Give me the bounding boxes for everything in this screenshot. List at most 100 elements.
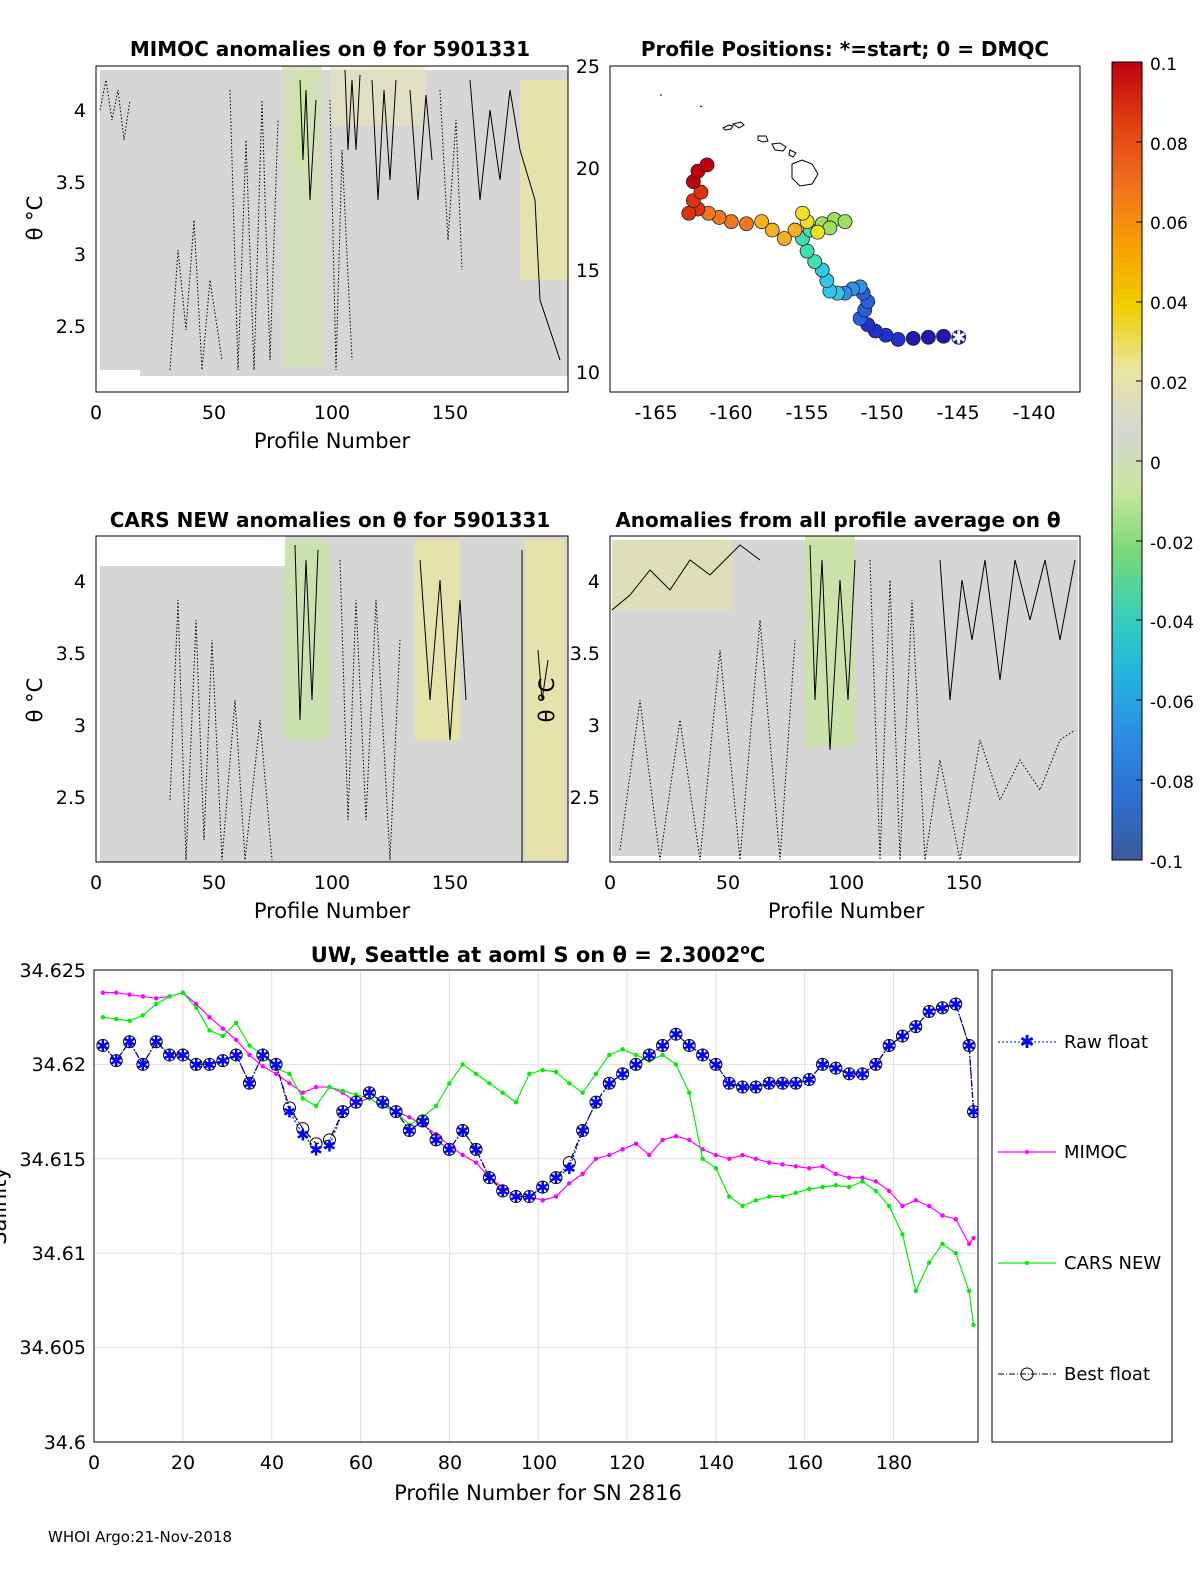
average-ylabel: θ °C: [535, 678, 559, 723]
track-point: [807, 254, 823, 270]
positions-map: ✱: [660, 94, 967, 348]
colorbar-tick: 0.06: [1150, 214, 1188, 234]
best-float-point: [589, 1095, 603, 1109]
cars-new-point: [180, 990, 186, 995]
cars-new-point: [593, 1071, 599, 1077]
cars-new-point: [700, 1156, 705, 1162]
mimoc-xtick: 50: [202, 402, 226, 424]
mimoc-point: [233, 1037, 239, 1043]
best-float-point: [362, 1086, 376, 1100]
mimoc-point: [500, 1184, 505, 1190]
legend-item-mimoc: MIMOC: [998, 1142, 1127, 1163]
raw-float-point: ✱: [967, 1103, 980, 1122]
best-float-point: [736, 1080, 750, 1094]
average-xtick: 150: [946, 872, 982, 894]
best-float-point: [149, 1035, 163, 1049]
mimoc-point: [860, 1175, 865, 1180]
raw-float-point: ✱: [802, 1071, 815, 1090]
cars-new-point: [420, 1115, 425, 1120]
mimoc-point: [260, 1064, 266, 1069]
best-float-point: [576, 1123, 590, 1137]
average-anomaly-panel: Anomalies from all profile average on θ …: [535, 508, 1081, 923]
island-outlines: [660, 94, 819, 187]
mimoc-y-ticks: 4 3.5 3 2.5: [56, 100, 86, 338]
colorbar-bar: [1111, 61, 1143, 861]
best-float-point: [922, 1005, 936, 1019]
track-point: [837, 214, 853, 230]
cars-new-point: [487, 1081, 492, 1086]
colorbar-tick: 0.1: [1150, 55, 1177, 75]
best-float-point: [376, 1095, 390, 1109]
positions-xtick: -145: [936, 402, 979, 424]
cars-new-point: [940, 1241, 945, 1246]
raw-float-point: ✱: [256, 1046, 269, 1065]
mimoc-point: [247, 1052, 252, 1058]
mimoc-point: [647, 1152, 652, 1158]
raw-float-point: ✱: [363, 1084, 376, 1103]
mimoc-point: [140, 994, 146, 999]
best-float-point: [349, 1095, 363, 1109]
salinity-series-group: ✱✱✱✱✱✱ ✱ ✱ ✱ ✱ ✱✱✱ ✱✱✱✱ ✱✱ ✱ ✱ ✱ ✱✱ ✱✱ ✱✱✱✱✱ ✱ ✱ ✱ ✱ ✱✱✱✱ ✱…: [96, 990, 980, 1328]
salinity-title-main: UW, Seattle at aoml S on θ = 2.3002: [311, 943, 740, 967]
cars-new-point: [513, 1099, 519, 1105]
colorbar-ticks: 0.1 0.08 0.06 0.04 0.02 0 -0.02 -0.04 -0…: [1150, 55, 1194, 873]
cars-new-point: [527, 1071, 532, 1077]
legend-item-best-float: Best float: [998, 1364, 1150, 1385]
salinity-ytick: 34.615: [20, 1149, 86, 1171]
legend-mimoc-label: MIMOC: [1064, 1142, 1127, 1163]
legend-item-cars-new: CARS NEW: [998, 1253, 1161, 1274]
cars-new-point: [500, 1090, 505, 1095]
average-xlabel: Profile Number: [768, 899, 925, 923]
positions-xtick: -140: [1012, 402, 1055, 424]
salinity-xtick: 100: [521, 1452, 557, 1474]
positions-ytick: 20: [576, 158, 600, 180]
salinity-panel: UW, Seattle at aoml S on θ = 2.3002oC ✱✱…: [0, 942, 1173, 1505]
best-float-point: [895, 1029, 909, 1043]
cars-anomaly-panel: CARS NEW anomalies on θ for 5901331 0 50…: [23, 508, 569, 923]
salinity-xlabel: Profile Number for SN 2816: [394, 1481, 682, 1505]
mimoc-point: [953, 1217, 958, 1222]
salinity-ylabel: Salinity: [0, 1167, 11, 1245]
cars-new-point: [780, 1194, 785, 1199]
colorbar-tick: 0.04: [1150, 294, 1188, 314]
best-float-point: [469, 1142, 483, 1156]
cars-new-point: [567, 1081, 572, 1086]
cars-new-point: [687, 1090, 692, 1095]
mimoc-point: [793, 1164, 799, 1169]
mimoc-point: [833, 1171, 839, 1177]
cars-new-point: [886, 1203, 892, 1209]
positions-x-ticks: -165 -160 -155 -150 -145 -140: [634, 402, 1055, 424]
track-point: [795, 205, 810, 221]
track-point: [787, 222, 803, 238]
cars-new-point: [793, 1190, 799, 1195]
mimoc-point: [926, 1203, 932, 1209]
mimoc-point: [966, 1241, 972, 1246]
best-float-point: [429, 1133, 443, 1147]
average-heatmap: [611, 536, 1078, 861]
cars-new-point: [713, 1166, 719, 1171]
salinity-xtick: 60: [349, 1452, 373, 1474]
best-float-point: [802, 1073, 816, 1087]
mimoc-point: [873, 1179, 879, 1184]
cars-xtick: 100: [314, 872, 350, 894]
track-point: [951, 329, 967, 345]
cars-new-point: [820, 1184, 825, 1190]
cars-ytick: 3: [74, 715, 86, 737]
mimoc-point: [473, 1160, 479, 1165]
raw-float-point: ✱: [283, 1103, 296, 1122]
best-float-point: [722, 1076, 736, 1090]
salinity-ytick: 34.625: [20, 960, 86, 982]
cars-new-point: [340, 1088, 345, 1094]
mimoc-point: [673, 1133, 679, 1139]
salinity-axes-box: [93, 969, 979, 1443]
cars-new-point: [233, 1020, 239, 1026]
raw-float-point: ✱: [176, 1046, 189, 1065]
mimoc-point: [220, 1026, 226, 1031]
raw-float-point: ✱: [203, 1055, 216, 1074]
mimoc-point: [313, 1084, 319, 1090]
raw-float-series-line: [102, 1003, 975, 1198]
cars-new-point: [247, 1043, 252, 1048]
legend-mimoc-marker: [1025, 1150, 1029, 1154]
raw-float-point: ✱: [523, 1188, 536, 1207]
salinity-xtick: 0: [88, 1452, 100, 1474]
